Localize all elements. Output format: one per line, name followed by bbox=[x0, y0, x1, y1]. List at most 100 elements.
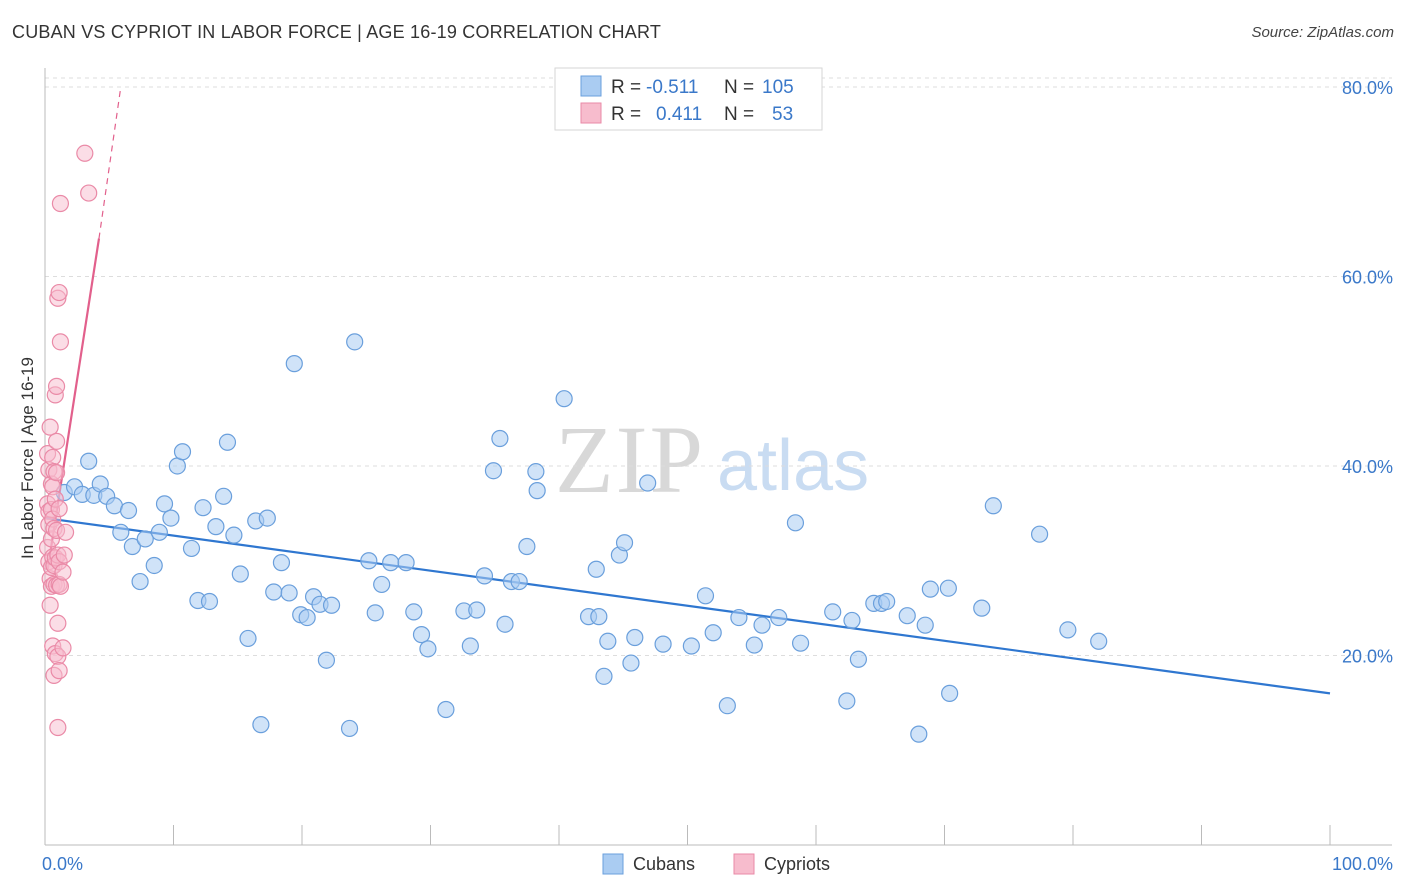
cubans-point bbox=[1090, 632, 1108, 650]
cypriots-trend-extension bbox=[98, 86, 122, 239]
cubans-point bbox=[397, 554, 415, 572]
y-tick-label: 40.0% bbox=[1342, 457, 1393, 477]
cubans-point bbox=[921, 580, 939, 598]
y-axis-label: In Labor Force | Age 16-19 bbox=[18, 357, 37, 559]
bottom-legend-swatch-cypriots[interactable] bbox=[733, 853, 755, 875]
cubans-point bbox=[843, 611, 861, 630]
cubans-point bbox=[654, 635, 672, 653]
legend-cypriots-n-value: 53 bbox=[772, 104, 793, 125]
cubans-point bbox=[555, 390, 573, 408]
cubans-point bbox=[119, 501, 138, 520]
cubans-point bbox=[939, 579, 957, 597]
cubans-point bbox=[898, 607, 916, 625]
cubans-point bbox=[496, 615, 514, 633]
cubans-point bbox=[696, 587, 715, 605]
chart-source: Source: ZipAtlas.com bbox=[1251, 24, 1394, 41]
bottom-legend-cypriots[interactable]: Cypriots bbox=[764, 854, 830, 874]
cubans-point bbox=[475, 567, 494, 585]
cypriots-point bbox=[76, 144, 94, 162]
cypriots-point bbox=[51, 333, 70, 351]
cubans-point bbox=[622, 654, 640, 672]
cypriots-point bbox=[54, 639, 72, 657]
cubans-point bbox=[510, 572, 528, 591]
chart-title: CUBAN VS CYPRIOT IN LABOR FORCE | AGE 16… bbox=[12, 22, 662, 42]
cubans-point bbox=[527, 463, 545, 481]
cubans-point bbox=[590, 608, 608, 626]
cypriots-point bbox=[55, 546, 73, 564]
cubans-point bbox=[878, 592, 896, 611]
cubans-point bbox=[173, 443, 192, 461]
cubans-point bbox=[382, 554, 400, 572]
cubans-point bbox=[182, 539, 201, 558]
legend-cubans-r-label: R = bbox=[611, 77, 641, 98]
cubans-point bbox=[595, 667, 613, 685]
y-tick-label: 80.0% bbox=[1342, 78, 1393, 98]
cubans-point bbox=[207, 518, 225, 536]
cubans-point bbox=[218, 433, 237, 451]
cypriots-point bbox=[49, 614, 67, 632]
cypriots-point bbox=[51, 194, 70, 213]
cubans-point bbox=[468, 601, 486, 619]
cubans-point bbox=[528, 482, 546, 500]
y-tick-label: 60.0% bbox=[1342, 267, 1393, 287]
cubans-point bbox=[419, 640, 437, 658]
trend-lines bbox=[44, 86, 1331, 695]
cypriots-point bbox=[50, 662, 68, 680]
cubans-point bbox=[252, 716, 270, 734]
cubans-point bbox=[123, 537, 141, 556]
cypriots-point bbox=[47, 432, 66, 450]
cubans-point bbox=[373, 575, 391, 594]
cubans-point bbox=[730, 608, 748, 627]
cubans-point bbox=[626, 628, 644, 647]
cubans-point bbox=[984, 497, 1002, 515]
legend-cypriots-n-label: N = bbox=[724, 104, 754, 125]
cubans-point bbox=[298, 608, 316, 627]
bottom-legend-cubans[interactable]: Cubans bbox=[633, 854, 695, 874]
cubans-point bbox=[1030, 525, 1049, 543]
cypriots-point bbox=[54, 563, 72, 581]
cypriots-point bbox=[44, 448, 62, 467]
y-tick-labels: 20.0% 40.0% 60.0% 80.0% bbox=[1342, 78, 1393, 667]
cubans-point bbox=[155, 495, 174, 513]
cubans-point bbox=[258, 509, 276, 527]
legend-cypriots-r-label: R = bbox=[611, 104, 641, 125]
cubans-point bbox=[136, 530, 154, 548]
bottom-legend: Cubans Cypriots bbox=[602, 853, 830, 875]
cubans-point bbox=[587, 560, 605, 578]
bottom-legend-swatch-cubans[interactable] bbox=[602, 853, 624, 875]
y-tick-label: 20.0% bbox=[1342, 646, 1393, 666]
cypriots-point bbox=[47, 377, 66, 395]
cubans-point bbox=[360, 552, 378, 570]
cubans-point bbox=[941, 684, 959, 702]
cubans-point bbox=[200, 592, 219, 611]
cubans-trend-line bbox=[44, 517, 1331, 695]
cypriots-point bbox=[50, 500, 68, 518]
cubans-point bbox=[704, 624, 722, 642]
x-tick-label: 0.0% bbox=[42, 854, 83, 874]
cypriots-point bbox=[50, 283, 68, 302]
cubans-point bbox=[322, 596, 341, 614]
cubans-point bbox=[615, 534, 634, 552]
cubans-point bbox=[599, 632, 617, 650]
cubans-point bbox=[791, 634, 810, 652]
cubans-point bbox=[272, 554, 291, 572]
cubans-point bbox=[150, 523, 168, 541]
x-tick-label: 100.0% bbox=[1332, 854, 1393, 874]
cubans-point bbox=[280, 584, 298, 602]
cubans-point bbox=[753, 616, 771, 634]
cubans-point bbox=[786, 514, 805, 532]
series-cypriots bbox=[38, 144, 98, 737]
cubans-point bbox=[340, 719, 359, 738]
cubans-point bbox=[112, 523, 130, 541]
cypriots-point bbox=[49, 718, 67, 737]
cypriots-point bbox=[56, 523, 75, 541]
legend-cypriots-r-value: 0.411 bbox=[656, 104, 702, 125]
cubans-point bbox=[162, 509, 180, 527]
cubans-point bbox=[491, 429, 509, 448]
cubans-point bbox=[366, 604, 384, 622]
cubans-point bbox=[718, 697, 736, 715]
x-tick-labels: 0.0% 100.0% bbox=[42, 854, 1393, 874]
cypriots-point bbox=[51, 577, 70, 595]
cubans-point bbox=[770, 608, 788, 627]
